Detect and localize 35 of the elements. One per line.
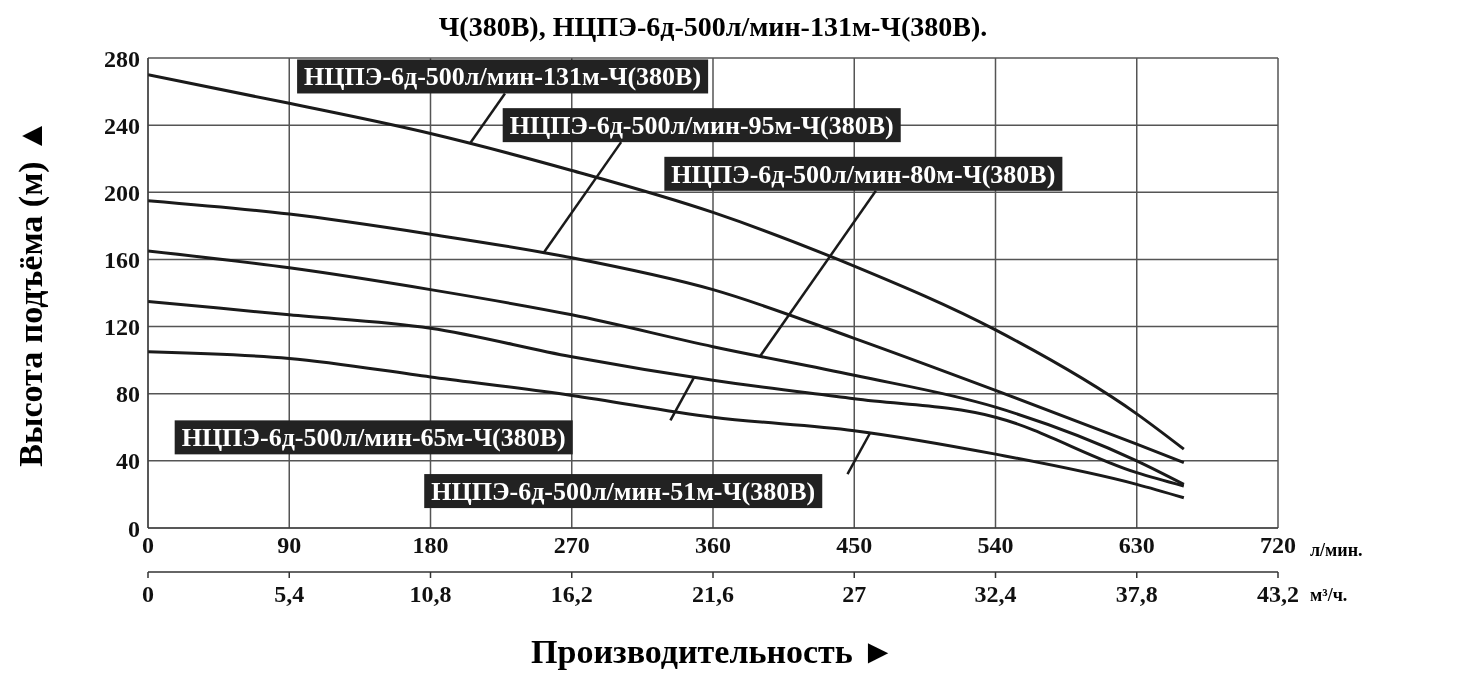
series-label: НЦПЭ-6д-500л/мин-131м-Ч(380В) <box>304 62 702 92</box>
y-tick-label: 40 <box>116 448 140 475</box>
x-tick-label: 270 <box>553 532 590 559</box>
legend-label: НЦПЭ-6д-500л/мин-95м-Ч(380В) <box>509 111 894 141</box>
text: НЦПЭ-6д-500л/мин-65м-Ч(380В) <box>181 423 566 453</box>
text: л/мин. <box>1310 540 1363 560</box>
x-tick-label: 540 <box>977 532 1014 559</box>
y-tick-label: 280 <box>104 45 140 72</box>
chart-title: Ч(380В), НЦПЭ-6д-500л/мин-131м-Ч(380В). <box>438 11 988 42</box>
y-tick-label: 240 <box>104 112 140 139</box>
x2-tick-label: 37,8 <box>1115 581 1158 607</box>
x2-tick-label: 16,2 <box>550 581 593 607</box>
text: НЦПЭ-6д-500л/мин-80м-Ч(380В) <box>671 159 1056 189</box>
x-tick-label: 180 <box>412 532 449 559</box>
text: м³/ч. <box>1310 585 1348 605</box>
y-tick-label: 200 <box>104 179 140 206</box>
y-tick-label: 0 <box>128 515 140 542</box>
x-tick-label: 90 <box>277 532 302 559</box>
x2-tick-label: 43,2 <box>1257 581 1299 607</box>
x-tick-label: 450 <box>836 532 873 559</box>
x-axis-title: Производительность ► <box>531 633 895 670</box>
x2-tick-label: 32,4 <box>974 581 1017 607</box>
y-tick-label: 80 <box>116 381 140 408</box>
x-tick-label: 720 <box>1260 532 1296 559</box>
x2-tick-label: 21,6 <box>692 581 734 607</box>
x2-tick-label: 5,4 <box>274 581 305 607</box>
x2-tick-label: 10,8 <box>409 581 452 607</box>
series-label: НЦПЭ-6д-500л/мин-51м-Ч(380В) <box>431 477 816 507</box>
y-axis-title: Высота подъёма (м) ▲ <box>12 119 50 467</box>
line-series <box>148 199 1186 465</box>
y-tick-label: 120 <box>104 314 140 341</box>
y-tick-label: 160 <box>104 246 140 273</box>
x-tick-label: 360 <box>695 532 731 559</box>
x-tick-label: 630 <box>1118 532 1155 559</box>
x2-tick-label: 27 <box>842 581 867 607</box>
